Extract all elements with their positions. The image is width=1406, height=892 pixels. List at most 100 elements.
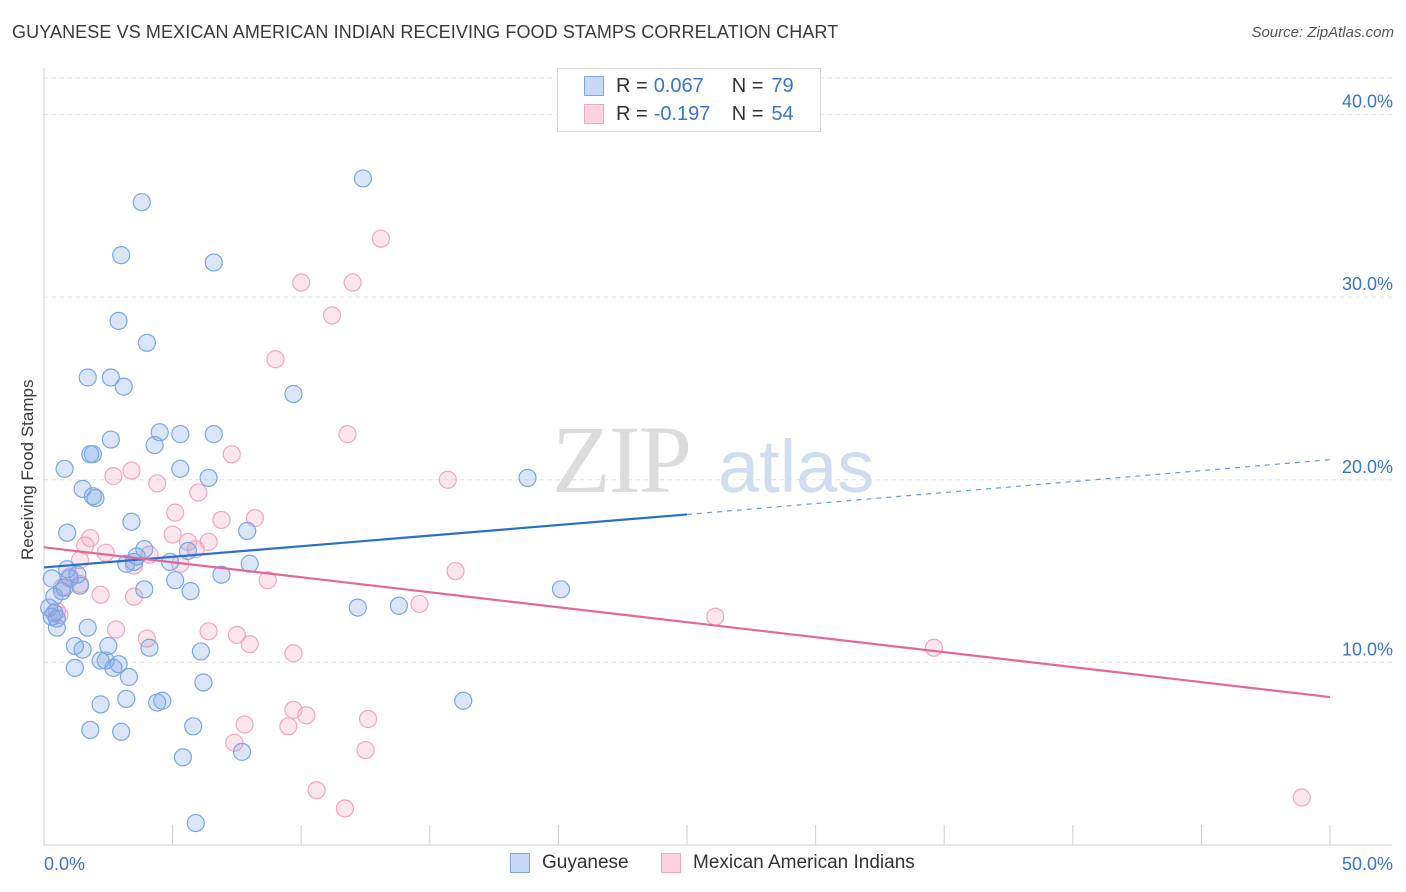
x-tick-label: 50.0%: [1342, 854, 1393, 874]
n-label: N =: [731, 102, 764, 125]
data-point-mexican: [356, 740, 375, 760]
gridlines: [44, 77, 1392, 663]
watermark-atlas: atlas: [718, 425, 874, 508]
trend-lines: [43, 459, 1331, 699]
legend-item-guyanese[interactable]: Guyanese: [510, 852, 629, 874]
n-value: 54: [771, 102, 794, 125]
data-point-guyanese: [194, 673, 213, 692]
data-point-mexican: [124, 587, 144, 606]
data-point-guyanese: [135, 580, 154, 599]
watermark-zip: ZIP: [552, 406, 690, 513]
data-point-mexican: [222, 445, 241, 464]
data-point-mexican: [338, 425, 357, 444]
chart-title: GUYANESE VS MEXICAN AMERICAN INDIAN RECE…: [12, 22, 839, 42]
data-point-mexican: [284, 644, 303, 663]
trend-line-guyanese-extension: [686, 459, 1331, 516]
legend-item-mexican-american-indians[interactable]: Mexican American Indians: [661, 852, 915, 874]
data-point-mexican: [122, 461, 141, 480]
data-point-mexican: [446, 561, 465, 581]
data-point-mexican: [225, 733, 244, 752]
r-value: 0.067: [653, 74, 704, 97]
data-point-guyanese: [112, 246, 131, 265]
stats-legend: R = 0.067 N = 79 R = -0.197 N = 54: [557, 68, 821, 132]
trend-line-mexican: [43, 546, 1331, 699]
data-point-guyanese: [137, 333, 156, 352]
data-point-guyanese: [83, 445, 102, 464]
data-point-guyanese: [104, 658, 123, 677]
data-point-guyanese: [204, 253, 223, 272]
data-point-guyanese: [348, 598, 367, 617]
data-point-guyanese: [55, 459, 74, 478]
y-tick-label: 30.0%: [1342, 274, 1393, 294]
data-point-guyanese: [47, 618, 66, 637]
data-point-guyanese: [70, 576, 90, 595]
data-point-mexican: [343, 273, 362, 292]
y-tick-label: 10.0%: [1342, 639, 1393, 659]
data-point-guyanese: [78, 618, 97, 637]
data-point-guyanese: [42, 607, 61, 626]
data-point-mexican: [199, 622, 218, 641]
data-point-guyanese: [42, 569, 61, 588]
data-point-mexican: [148, 474, 167, 493]
data-point-mexican: [335, 799, 355, 818]
data-point-guyanese: [114, 377, 133, 396]
guyanese-swatch: [510, 853, 530, 873]
r-label: R =: [616, 102, 648, 125]
y-tick-label: 40.0%: [1342, 92, 1393, 112]
data-point-guyanese: [132, 193, 151, 212]
series-legend: Guyanese Mexican American Indians: [0, 852, 1406, 878]
y-tick-label: 20.0%: [1342, 457, 1393, 477]
data-point-guyanese: [96, 651, 115, 670]
data-point-guyanese: [117, 689, 136, 709]
legend-label: Guyanese: [542, 852, 629, 873]
data-point-mexican: [258, 571, 277, 590]
axes: [43, 68, 1392, 846]
data-point-guyanese: [109, 311, 128, 330]
data-point-guyanese: [145, 435, 164, 455]
data-point-guyanese: [78, 368, 97, 387]
data-point-guyanese: [148, 693, 167, 712]
data-point-mexican: [212, 510, 231, 530]
data-point-guyanese: [454, 691, 473, 710]
data-point-guyanese: [518, 468, 537, 488]
data-point-mexican: [297, 706, 316, 725]
data-point-guyanese: [101, 368, 120, 387]
data-point-guyanese: [284, 384, 303, 404]
data-point-guyanese: [199, 468, 218, 488]
data-point-guyanese: [101, 430, 120, 449]
data-point-guyanese: [181, 582, 200, 601]
data-point-guyanese: [99, 636, 118, 656]
data-point-mexican: [166, 503, 185, 522]
x-tick-label: 0.0%: [44, 854, 85, 874]
data-point-guyanese: [73, 479, 92, 498]
data-point-guyanese: [353, 169, 373, 188]
data-point-guyanese: [86, 488, 105, 508]
data-point-guyanese: [73, 640, 92, 659]
data-point-guyanese: [551, 580, 571, 599]
stats-row-guyanese: R = 0.067 N = 79: [584, 73, 794, 99]
n-value: 79: [771, 74, 794, 97]
data-point-mexican: [106, 620, 126, 639]
data-point-guyanese: [112, 722, 131, 741]
trend-line-guyanese: [43, 513, 688, 569]
series-guyanese: [40, 169, 571, 833]
r-label: R =: [616, 74, 648, 97]
data-point-mexican: [371, 229, 391, 248]
data-point-guyanese: [191, 642, 210, 661]
data-point-mexican: [104, 467, 123, 486]
data-point-guyanese: [171, 425, 190, 444]
data-point-mexican: [307, 781, 326, 800]
data-point-mexican: [240, 635, 259, 654]
data-point-guyanese: [119, 667, 138, 687]
data-point-guyanese: [186, 813, 205, 833]
data-point-guyanese: [135, 540, 154, 559]
data-point-guyanese: [58, 523, 77, 542]
data-point-mexican: [91, 585, 110, 604]
data-point-guyanese: [232, 742, 252, 761]
source-label: Source: ZipAtlas.com: [1251, 24, 1394, 41]
data-point-mexican: [178, 532, 198, 551]
data-point-mexican: [358, 709, 378, 729]
data-point-mexican: [924, 638, 944, 657]
data-point-guyanese: [65, 658, 84, 677]
